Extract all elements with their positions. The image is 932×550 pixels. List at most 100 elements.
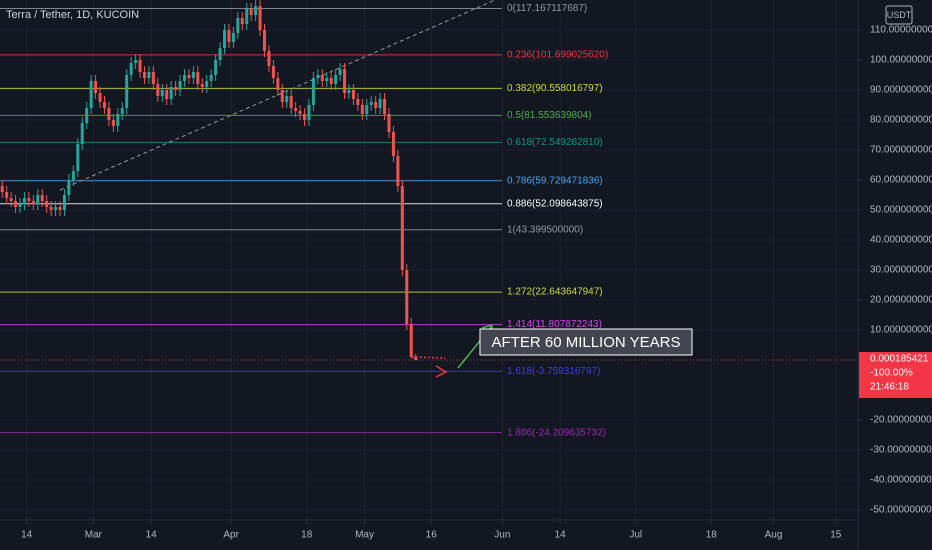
candle-body <box>18 204 22 208</box>
last-price-label: 0.000185421 <box>870 354 929 365</box>
candle-body <box>178 81 182 91</box>
candle-body <box>205 81 209 88</box>
candle-body <box>45 201 49 208</box>
candle-body <box>214 60 218 76</box>
y-tick-label: 40.000000000 <box>870 235 932 246</box>
candle-body <box>356 99 360 106</box>
candle-body <box>240 18 244 25</box>
candle-body <box>89 81 93 109</box>
candle-body <box>338 69 342 76</box>
candle-body <box>365 105 369 115</box>
candle-body <box>409 324 413 358</box>
candle-body <box>276 78 280 91</box>
candle-body <box>120 108 124 115</box>
candle-body <box>107 108 111 121</box>
candle-body <box>76 144 80 172</box>
y-tick-label: 70.000000000 <box>870 145 932 156</box>
candle-body <box>325 78 329 82</box>
fib-label: 1.886(-24.209635732) <box>507 427 606 438</box>
candle-body <box>22 198 26 205</box>
axes: 110.000000000 100.000000000 90.000000000 80… <box>21 25 932 541</box>
candle-body <box>165 90 169 100</box>
candle-body <box>9 198 13 202</box>
y-tick-label: -40.000000000 <box>870 475 932 486</box>
candle-body <box>369 102 373 106</box>
candle-body <box>271 66 275 79</box>
candle-body <box>5 192 9 199</box>
fib-label: 0.618(72.549262810) <box>507 137 603 148</box>
candle-body <box>94 81 98 94</box>
red-arrow-head <box>435 365 448 378</box>
x-tick-label: 18 <box>706 530 718 541</box>
fib-label: 0.5(81.553639804) <box>507 110 592 121</box>
fib-label: 1(43.399500000) <box>507 224 583 235</box>
candle-body <box>329 78 333 85</box>
candle-body <box>378 99 382 109</box>
candle-body <box>289 96 293 109</box>
candle-body <box>102 102 106 109</box>
x-tick-label: Aug <box>765 530 783 541</box>
x-tick-label: 14 <box>555 530 567 541</box>
y-tick-label: 110.000000000 <box>870 25 932 36</box>
candle-body <box>249 9 253 16</box>
fib-label: 0(117.167117687) <box>507 3 587 14</box>
candle-body <box>316 75 320 79</box>
candle-body <box>14 201 18 208</box>
x-tick-label: 16 <box>426 530 438 541</box>
x-tick-label: Jun <box>494 530 510 541</box>
candle-body <box>254 6 258 16</box>
candle-body <box>142 72 146 79</box>
candle-body <box>151 72 155 85</box>
y-tick-label: -50.000000000 <box>870 505 932 516</box>
x-tick-label: 15 <box>830 530 842 541</box>
candle-body <box>160 90 164 97</box>
x-tick-label: 14 <box>146 530 158 541</box>
grid <box>0 0 858 520</box>
candle-body <box>98 93 102 103</box>
candle-body <box>138 60 142 73</box>
x-tick-label: Apr <box>223 530 239 541</box>
candle-body <box>125 75 129 109</box>
candle-body <box>85 108 89 124</box>
fib-label: 0.382(90.558016797) <box>507 83 603 94</box>
candle-body <box>67 180 71 196</box>
candle-body <box>196 72 200 85</box>
candle-body <box>156 84 160 97</box>
y-tick-label: 90.000000000 <box>870 85 932 96</box>
candle-body <box>303 114 307 121</box>
y-tick-label: 50.000000000 <box>870 205 932 216</box>
x-tick-label: Mar <box>85 530 103 541</box>
candle-body <box>267 51 271 67</box>
fib-label: 1.414(11.807872243) <box>507 319 602 330</box>
candle-body <box>285 96 289 103</box>
candle-body <box>40 195 44 202</box>
candle-body <box>387 114 391 133</box>
candle-body <box>334 75 338 85</box>
fib-label: 0.786(59.729471836) <box>507 175 603 186</box>
candle-body <box>307 105 311 121</box>
fib-label: 1.618(-3.759316797) <box>507 366 600 377</box>
candle-body <box>129 63 133 76</box>
candle-body <box>54 207 58 211</box>
candle-body <box>111 120 115 127</box>
trend-line <box>59 0 496 191</box>
candle-body <box>258 6 262 31</box>
candle-body <box>71 171 75 181</box>
candle-body <box>80 123 84 145</box>
y-tick-label: 80.000000000 <box>870 115 932 126</box>
candle-body <box>405 270 409 325</box>
candles <box>0 0 858 361</box>
candle-body <box>27 198 31 202</box>
candle-body <box>0 186 4 193</box>
candle-body <box>396 156 400 187</box>
fib-label: 0.886(52.098643875) <box>507 198 603 209</box>
candle-body <box>400 186 404 271</box>
y-tick-label: -30.000000000 <box>870 445 932 456</box>
fib-label: 0.236(101.699025620) <box>507 50 608 61</box>
x-tick-label: 18 <box>301 530 313 541</box>
candle-body <box>294 108 298 112</box>
candle-body <box>31 201 35 205</box>
countdown-label: 21:46:18 <box>870 382 909 393</box>
change-label: -100.00% <box>870 368 913 379</box>
